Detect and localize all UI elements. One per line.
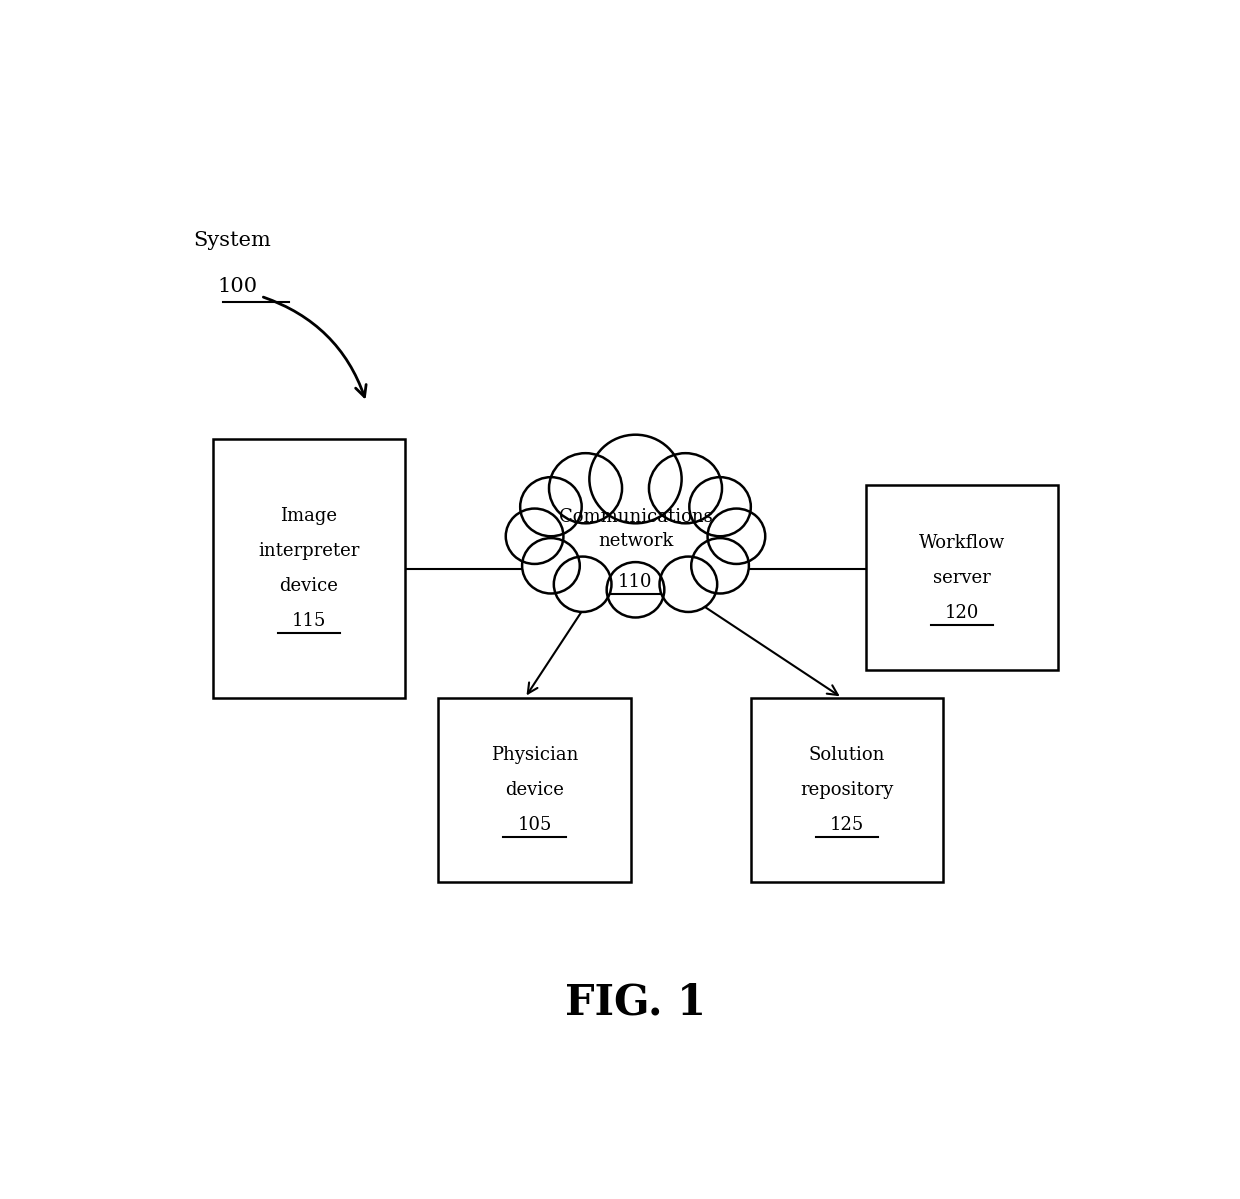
Text: Solution: Solution	[808, 746, 885, 764]
Text: device: device	[505, 781, 564, 800]
Bar	[213, 439, 404, 698]
Bar	[751, 698, 944, 882]
Text: 115: 115	[291, 613, 326, 631]
Circle shape	[660, 556, 717, 611]
Text: repository: repository	[800, 781, 894, 800]
Text: Workflow: Workflow	[919, 534, 1006, 552]
Circle shape	[521, 477, 582, 536]
Text: Communications
network: Communications network	[559, 508, 712, 549]
Text: 105: 105	[517, 817, 552, 835]
Text: device: device	[279, 577, 339, 595]
Circle shape	[649, 453, 722, 523]
Circle shape	[522, 538, 580, 594]
Text: 125: 125	[830, 817, 864, 835]
Bar	[866, 486, 1058, 670]
Text: 120: 120	[945, 604, 980, 622]
Text: interpreter: interpreter	[258, 542, 360, 560]
Circle shape	[689, 477, 750, 536]
Circle shape	[506, 508, 563, 564]
Text: System: System	[193, 231, 272, 251]
Circle shape	[691, 538, 749, 594]
Text: Image: Image	[280, 507, 337, 525]
Text: 110: 110	[619, 573, 652, 591]
Circle shape	[549, 453, 622, 523]
Text: 100: 100	[217, 277, 258, 296]
Circle shape	[606, 562, 665, 617]
Circle shape	[708, 508, 765, 564]
Circle shape	[554, 556, 611, 611]
Circle shape	[589, 435, 682, 523]
Text: FIG. 1: FIG. 1	[565, 982, 706, 1024]
Text: Physician: Physician	[491, 746, 578, 764]
Bar	[439, 698, 631, 882]
Text: server: server	[934, 568, 991, 586]
